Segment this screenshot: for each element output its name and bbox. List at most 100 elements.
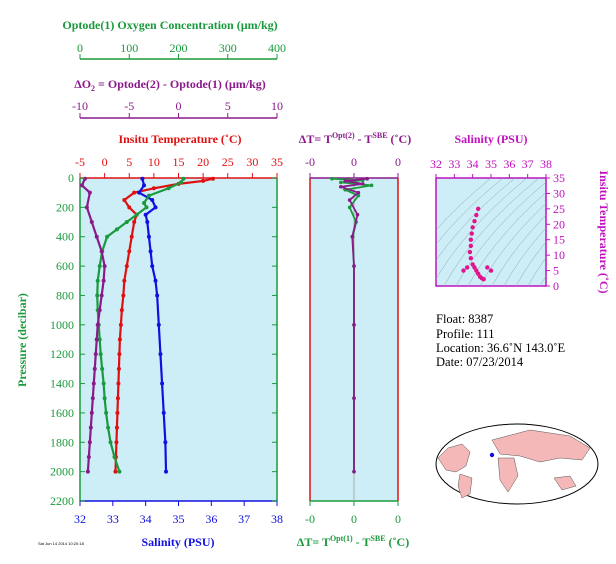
pressure-axis-tick-label: 0 <box>68 171 74 185</box>
delta-t-top-tick-label: -0 <box>305 155 315 169</box>
series-point-salinity <box>158 352 163 357</box>
series-point-delta_o2 <box>89 410 94 415</box>
ts-density-contour <box>436 178 528 280</box>
series-line-salinity <box>137 178 168 472</box>
delta-t-bottom-title: ΔT= TOpt(1) - TSBE (˚C) <box>297 534 409 549</box>
delta-t-series-group <box>330 176 374 501</box>
series-point-temperature <box>115 396 120 401</box>
series-point-temperature <box>132 220 137 225</box>
main-series-group <box>79 176 215 474</box>
delta-o2-axis-tick-label: 10 <box>271 99 283 113</box>
map-land-americas <box>437 443 471 473</box>
series-point-salinity <box>153 278 158 283</box>
series-point-oxygen <box>166 186 171 191</box>
oxygen-axis: 0 100 200 300 400 <box>77 41 286 60</box>
series-point-oxygen <box>124 220 129 225</box>
delta-t-series-point <box>352 469 356 474</box>
pressure-axis-title: Pressure (decibar) <box>15 293 29 387</box>
series-point-delta_o2 <box>93 352 98 357</box>
ts-temperature-title: Insitu Temperature (˚C) <box>597 170 611 293</box>
ts-point <box>472 219 477 224</box>
series-point-delta_o2 <box>87 190 92 195</box>
series-point-salinity <box>153 205 158 210</box>
series-point-oxygen <box>112 454 117 459</box>
delta-t-series-point <box>343 179 348 183</box>
series-point-oxygen <box>134 212 139 217</box>
series-point-temperature <box>132 190 137 195</box>
series-point-oxygen <box>114 227 119 232</box>
series-point-oxygen <box>178 180 183 185</box>
series-point-salinity <box>156 322 161 327</box>
series-point-salinity <box>163 440 168 445</box>
ts-y-tick-label: 10 <box>553 248 565 262</box>
ts-point <box>470 225 475 230</box>
series-point-temperature <box>117 337 122 342</box>
ts-y-tick-label: 15 <box>553 233 565 247</box>
series-point-oxygen <box>97 264 102 269</box>
ts-y-tick-label: 25 <box>553 202 565 216</box>
series-point-delta_o2 <box>87 440 92 445</box>
salinity-axis-tick-label: 33 <box>107 512 119 526</box>
series-point-salinity <box>150 198 155 203</box>
series-point-delta_o2 <box>79 183 84 188</box>
ts-density-contour <box>503 227 546 286</box>
series-point-delta_o2 <box>91 381 96 386</box>
ts-point <box>467 249 473 255</box>
pressure-axis-tick-label: 400 <box>56 230 74 244</box>
series-point-oxygen <box>95 293 100 298</box>
series-point-salinity <box>150 264 155 269</box>
ts-salinity-title: Salinity (PSU) <box>454 132 527 146</box>
delta-t-axis: -0 -0 0 0 0 0 <box>305 155 401 526</box>
salinity-axis: 32 33 34 35 36 37 38 <box>74 501 283 526</box>
series-point-salinity <box>137 190 142 195</box>
ts-point <box>468 243 474 249</box>
ts-point <box>468 237 474 242</box>
ts-x-tick-label: 32 <box>430 157 442 171</box>
delta-t-series-point <box>361 182 365 186</box>
delta-t-series-line <box>340 177 368 472</box>
delta-o2-axis-tick-label: 5 <box>225 99 231 113</box>
ts-point <box>485 265 490 270</box>
series-point-temperature <box>119 308 124 313</box>
delta-o2-axis-title: ΔO2 = Optode(2) - Optode(1) (µm/kg) <box>74 77 266 93</box>
delta-o2-axis: -10 -5 0 5 10 <box>72 99 283 119</box>
info-float: Float: 8387 <box>436 312 494 326</box>
delta-t-series-point <box>365 176 370 181</box>
series-point-salinity <box>160 381 165 386</box>
ts-x-tick-label: 34 <box>467 157 479 171</box>
series-point-delta_o2 <box>89 220 94 225</box>
series-point-oxygen <box>144 205 149 210</box>
series-point-delta_o2 <box>84 205 89 210</box>
series-point-oxygen <box>100 366 105 371</box>
series-point-oxygen <box>106 425 111 430</box>
series-point-oxygen <box>95 278 100 283</box>
oxygen-axis-tick-label: 400 <box>268 41 286 55</box>
delta-t-series-point <box>347 198 352 202</box>
delta-t-top-tick-label: 0 <box>351 155 357 169</box>
ts-point <box>464 265 470 270</box>
oxygen-axis-tick-label: 300 <box>219 41 237 55</box>
salinity-axis-title: Salinity (PSU) <box>141 535 214 549</box>
series-point-temperature <box>113 469 118 474</box>
series-point-delta_o2 <box>85 469 90 474</box>
temperature-axis-tick-label: 25 <box>222 155 234 169</box>
pressure-axis-tick-label: 2000 <box>50 465 74 479</box>
salinity-axis-tick-label: 37 <box>238 512 250 526</box>
salinity-axis-tick-label: 34 <box>140 512 152 526</box>
ts-y-tick-label: 0 <box>553 279 559 293</box>
ts-x-tick-label: 35 <box>485 157 497 171</box>
series-point-temperature <box>118 322 123 327</box>
ts-y-tick-label: 35 <box>553 171 565 185</box>
series-point-temperature <box>114 440 119 445</box>
delta-t-series-point <box>369 183 374 188</box>
ts-point <box>475 206 481 212</box>
ts-x-tick-label: 36 <box>503 157 515 171</box>
temperature-axis-tick-label: 30 <box>246 155 258 169</box>
series-point-delta_o2 <box>92 366 97 371</box>
info-location: Location: 36.6˚N 143.0˚E <box>436 341 566 355</box>
series-point-temperature <box>116 366 121 371</box>
series-point-delta_o2 <box>88 425 93 430</box>
series-line-temperature <box>114 177 214 472</box>
series-point-salinity <box>155 293 160 298</box>
series-point-oxygen <box>102 396 107 401</box>
